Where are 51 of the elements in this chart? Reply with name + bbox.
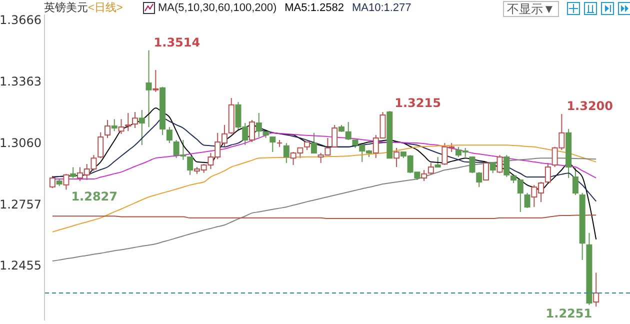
candlestick xyxy=(49,175,56,189)
text: MA(5,10,30,60,100,200) xyxy=(158,1,277,16)
candlestick xyxy=(98,132,104,159)
candlestick xyxy=(283,142,290,164)
candlestick xyxy=(504,154,510,178)
candlestick xyxy=(270,136,276,152)
text: MA10:1.277 xyxy=(352,1,412,16)
candlestick xyxy=(63,173,70,190)
candlestick xyxy=(249,119,256,143)
candlestick xyxy=(111,118,118,132)
candlestick xyxy=(482,162,489,180)
candlestick xyxy=(394,147,400,168)
y-tick-label: 1.2455 xyxy=(0,258,42,273)
candlestick xyxy=(132,112,138,129)
candlestick xyxy=(544,162,551,184)
chart-title: 英镑美元 xyxy=(44,0,88,16)
candlestick xyxy=(138,109,145,146)
candlestick xyxy=(70,166,76,178)
text: MA5:1.2582 xyxy=(284,1,344,16)
candlestick xyxy=(476,172,482,188)
candlestick xyxy=(332,124,338,148)
annotation: 1.3514 xyxy=(154,35,200,50)
chart-subtitle: <日线> xyxy=(88,1,123,16)
candlestick xyxy=(310,132,317,154)
candlestick xyxy=(434,156,441,168)
y-tick-label: 1.2757 xyxy=(0,197,42,212)
candlestick xyxy=(524,192,530,208)
candlestick xyxy=(421,170,428,182)
annotation: 1.2827 xyxy=(71,190,118,204)
y-tick-label: 1.3363 xyxy=(0,74,42,88)
candlestick xyxy=(345,121,352,141)
candlestick xyxy=(152,70,159,92)
annotation: 1.3215 xyxy=(394,96,441,110)
candlestick xyxy=(187,156,194,176)
candlestick xyxy=(118,118,124,134)
y-tick-label: 1.3060 xyxy=(0,136,42,150)
candlestick xyxy=(166,126,172,144)
candlestick xyxy=(104,119,110,138)
candlestick xyxy=(146,50,152,128)
candlestick xyxy=(428,162,434,176)
annotation: 不显示▼ xyxy=(503,1,559,17)
annotation: 1.2251 xyxy=(546,306,592,321)
line-series xyxy=(52,158,597,262)
candlestick xyxy=(496,154,503,174)
candlestick xyxy=(256,112,262,138)
candlestick xyxy=(469,156,476,174)
candlestick xyxy=(572,168,578,196)
candlestick xyxy=(593,272,600,308)
annotation: 1.3200 xyxy=(566,99,613,114)
candlestick xyxy=(125,112,132,132)
y-tick-label: 1.3666 xyxy=(0,12,42,27)
